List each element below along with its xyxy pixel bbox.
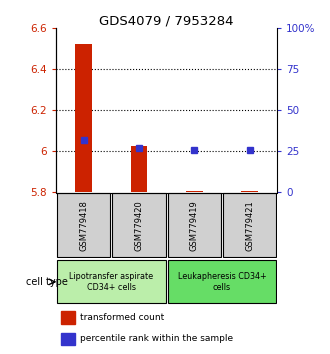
Text: Leukapheresis CD34+
cells: Leukapheresis CD34+ cells: [178, 272, 266, 292]
Bar: [60, 332, 75, 345]
Text: transformed count: transformed count: [81, 313, 165, 322]
Bar: [168, 193, 221, 257]
Bar: [57, 193, 110, 257]
Bar: [57, 261, 166, 303]
Bar: [76, 44, 92, 192]
Text: percentile rank within the sample: percentile rank within the sample: [81, 334, 234, 343]
Title: GDS4079 / 7953284: GDS4079 / 7953284: [99, 14, 234, 27]
Bar: [223, 193, 276, 257]
Bar: [168, 261, 276, 303]
Text: GSM779420: GSM779420: [135, 200, 144, 251]
Text: GSM779419: GSM779419: [190, 200, 199, 251]
Bar: [60, 311, 75, 324]
Text: Lipotransfer aspirate
CD34+ cells: Lipotransfer aspirate CD34+ cells: [69, 272, 153, 292]
Text: cell type: cell type: [26, 277, 68, 287]
Bar: [113, 193, 166, 257]
Bar: [131, 146, 147, 192]
Text: GSM779418: GSM779418: [79, 200, 88, 251]
Text: GSM779421: GSM779421: [245, 200, 254, 251]
